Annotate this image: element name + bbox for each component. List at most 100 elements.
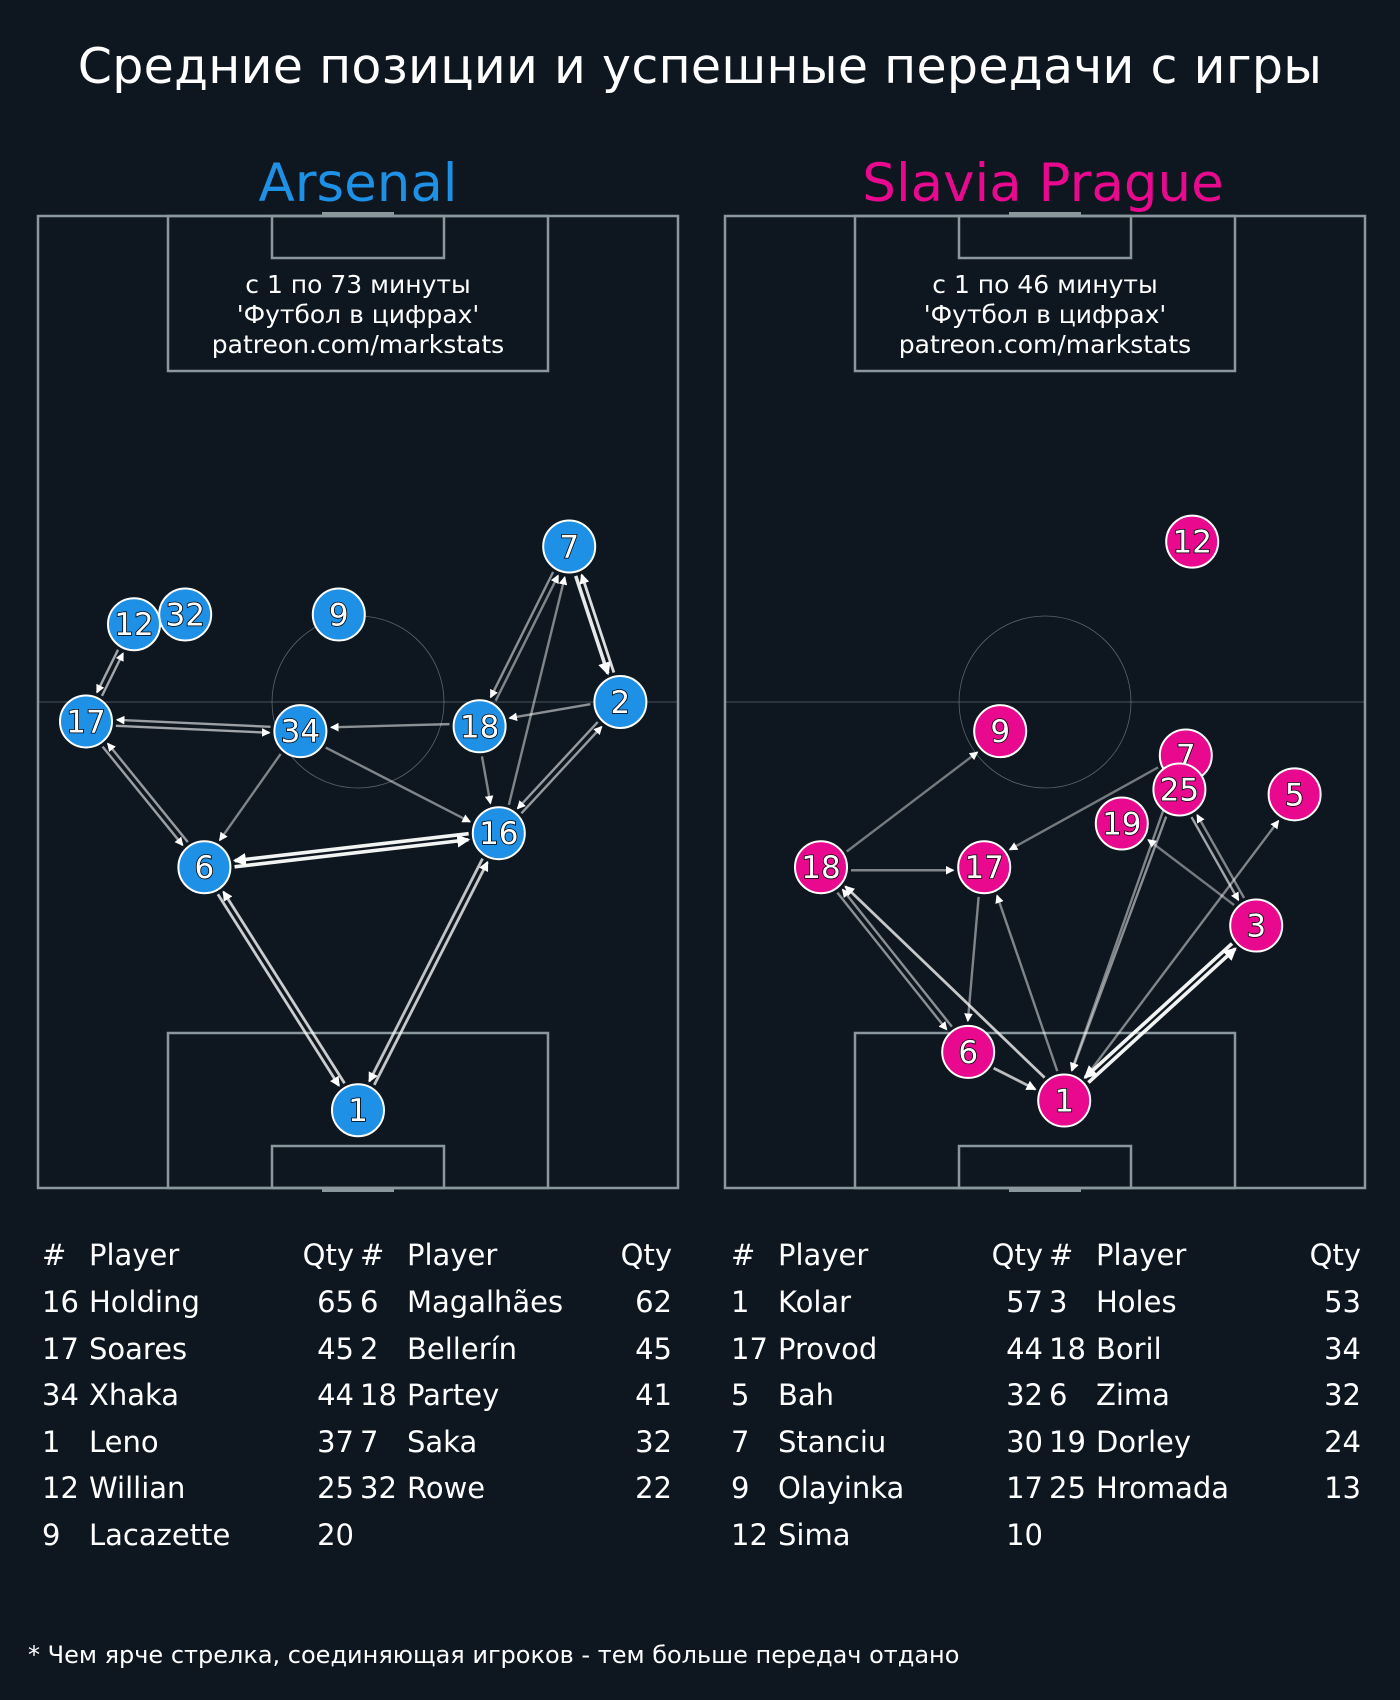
- pass-arrow: [1196, 813, 1246, 899]
- pass-arrow: [995, 894, 1059, 1072]
- player-number-label: 9: [329, 598, 349, 634]
- roster-pass-qty: 32: [1324, 1378, 1361, 1412]
- pass-arrow: [216, 893, 341, 1087]
- roster-player-number: 32: [360, 1471, 397, 1505]
- roster-row: 19 Dorley 24: [1049, 1425, 1369, 1465]
- roster-player-number: 9: [42, 1517, 61, 1552]
- player-node: 12: [1165, 514, 1220, 569]
- player-node: 25: [1152, 762, 1207, 817]
- roster-player-name: Leno: [89, 1424, 159, 1459]
- player-number-label: 6: [195, 850, 215, 886]
- roster-player-number: 7: [731, 1424, 750, 1459]
- player-number-label: 16: [479, 816, 518, 852]
- player-number-label: 18: [460, 709, 499, 745]
- roster-row: 17 Provod 44: [731, 1332, 1051, 1372]
- roster-player-number: 2: [360, 1331, 379, 1366]
- pass-arrow: [836, 891, 948, 1031]
- player-number-label: 9: [990, 714, 1010, 750]
- roster-pass-qty: 62: [635, 1285, 672, 1319]
- roster-row: 3 Holes 53: [1049, 1285, 1369, 1325]
- roster-player-name: Xhaka: [89, 1378, 180, 1412]
- roster-pass-qty: 10: [1006, 1517, 1043, 1552]
- player-node: 5: [1267, 767, 1322, 822]
- player-node: 17: [59, 694, 113, 749]
- roster-pass-qty: 32: [1006, 1378, 1043, 1412]
- roster-player-name: Olayinka: [778, 1471, 905, 1505]
- pitch-subtitle-line: 'Футбол в цифрах': [237, 300, 480, 329]
- pass-arrow: [100, 652, 125, 697]
- pass-arrow: [101, 745, 184, 847]
- player-marker: [1094, 796, 1149, 851]
- roster-player-name: Saka: [407, 1424, 478, 1459]
- roster-row: 1 Leno 37: [42, 1425, 362, 1465]
- pass-arrow: [508, 702, 591, 722]
- player-node: 12: [107, 597, 161, 652]
- roster-pass-qty: 24: [1324, 1424, 1361, 1459]
- roster-pass-qty: 20: [317, 1517, 354, 1552]
- player-marker: [973, 704, 1028, 759]
- roster-player-number: 7: [360, 1424, 379, 1459]
- player-node: 19: [1094, 796, 1149, 851]
- player-marker: [471, 806, 526, 861]
- roster-row: 12 Willian 25: [42, 1471, 362, 1511]
- roster-header-qty: Qty: [991, 1238, 1043, 1272]
- pitch-lines: [36, 212, 680, 1192]
- pass-arrow: [222, 890, 346, 1085]
- roster-pass-qty: 13: [1324, 1471, 1361, 1505]
- pitch-subtitle-line: с 1 по 46 минуты: [932, 270, 1157, 299]
- player-marker: [941, 1024, 996, 1079]
- player-marker: [59, 694, 113, 749]
- player-marker: [593, 675, 648, 729]
- roster-player-name: Kolar: [778, 1285, 852, 1319]
- roster-player-name: Willian: [89, 1471, 186, 1505]
- pitch-subtitle-line: patreon.com/markstats: [212, 330, 504, 359]
- pass-arrow: [520, 725, 603, 815]
- roster-row: 18 Boril 34: [1049, 1332, 1369, 1372]
- player-marker: [273, 704, 328, 759]
- roster-row: 7 Stanciu 30: [731, 1425, 1051, 1465]
- page-title: Средние позиции и успешные передачи с иг…: [77, 38, 1323, 95]
- pass-arrow: [1070, 816, 1168, 1072]
- roster-player-number: 9: [731, 1471, 750, 1505]
- pass-arrow: [368, 857, 484, 1083]
- roster-pass-qty: 44: [317, 1378, 354, 1412]
- player-marker: [158, 587, 213, 642]
- roster-player-name: Stanciu: [778, 1424, 887, 1459]
- roster-row: 17 Soares 45: [42, 1332, 362, 1372]
- pass-arrow: [1008, 766, 1159, 851]
- roster-header-row: # Player Qty: [360, 1238, 680, 1278]
- player-node: 18: [452, 699, 507, 754]
- pitch-subtitle-line: patreon.com/markstats: [899, 330, 1191, 359]
- roster-player-name: Provod: [778, 1331, 878, 1366]
- player-marker: [1267, 767, 1322, 822]
- pass-arrow: [1083, 819, 1280, 1080]
- player-number-label: 2: [611, 685, 631, 721]
- pass-arrow: [115, 715, 271, 729]
- pass-arrow: [1190, 816, 1240, 902]
- pass-arrows: [836, 751, 1280, 1091]
- player-marker: [1229, 898, 1284, 953]
- roster-player-number: 19: [1049, 1424, 1086, 1459]
- player-node: 1: [331, 1083, 385, 1138]
- player-marker: [331, 1083, 385, 1138]
- roster-player-number: 18: [1049, 1331, 1086, 1366]
- roster-header-qty: Qty: [620, 1238, 672, 1272]
- player-marker: [1037, 1073, 1092, 1128]
- pitch-slavia: с 1 по 46 минуты'Футбол в цифрах'patreon…: [723, 212, 1367, 1192]
- roster-player-number: 5: [731, 1378, 750, 1412]
- roster-header-num: #: [360, 1238, 385, 1272]
- player-number-label: 25: [1160, 772, 1199, 808]
- roster-player-name: Sima: [778, 1517, 851, 1552]
- roster-row: 34 Xhaka 44: [42, 1378, 362, 1418]
- player-marker: [107, 597, 161, 652]
- pass-arrow: [115, 724, 271, 737]
- player-node: 34: [273, 704, 328, 759]
- pass-arrow: [964, 896, 980, 1023]
- player-number-label: 18: [801, 850, 840, 886]
- roster-row: 9 Olayinka 17: [731, 1471, 1051, 1511]
- pass-arrow: [1087, 947, 1237, 1084]
- player-node: 6: [177, 840, 232, 895]
- player-marker: [1152, 762, 1207, 817]
- player-node: 18: [794, 840, 848, 895]
